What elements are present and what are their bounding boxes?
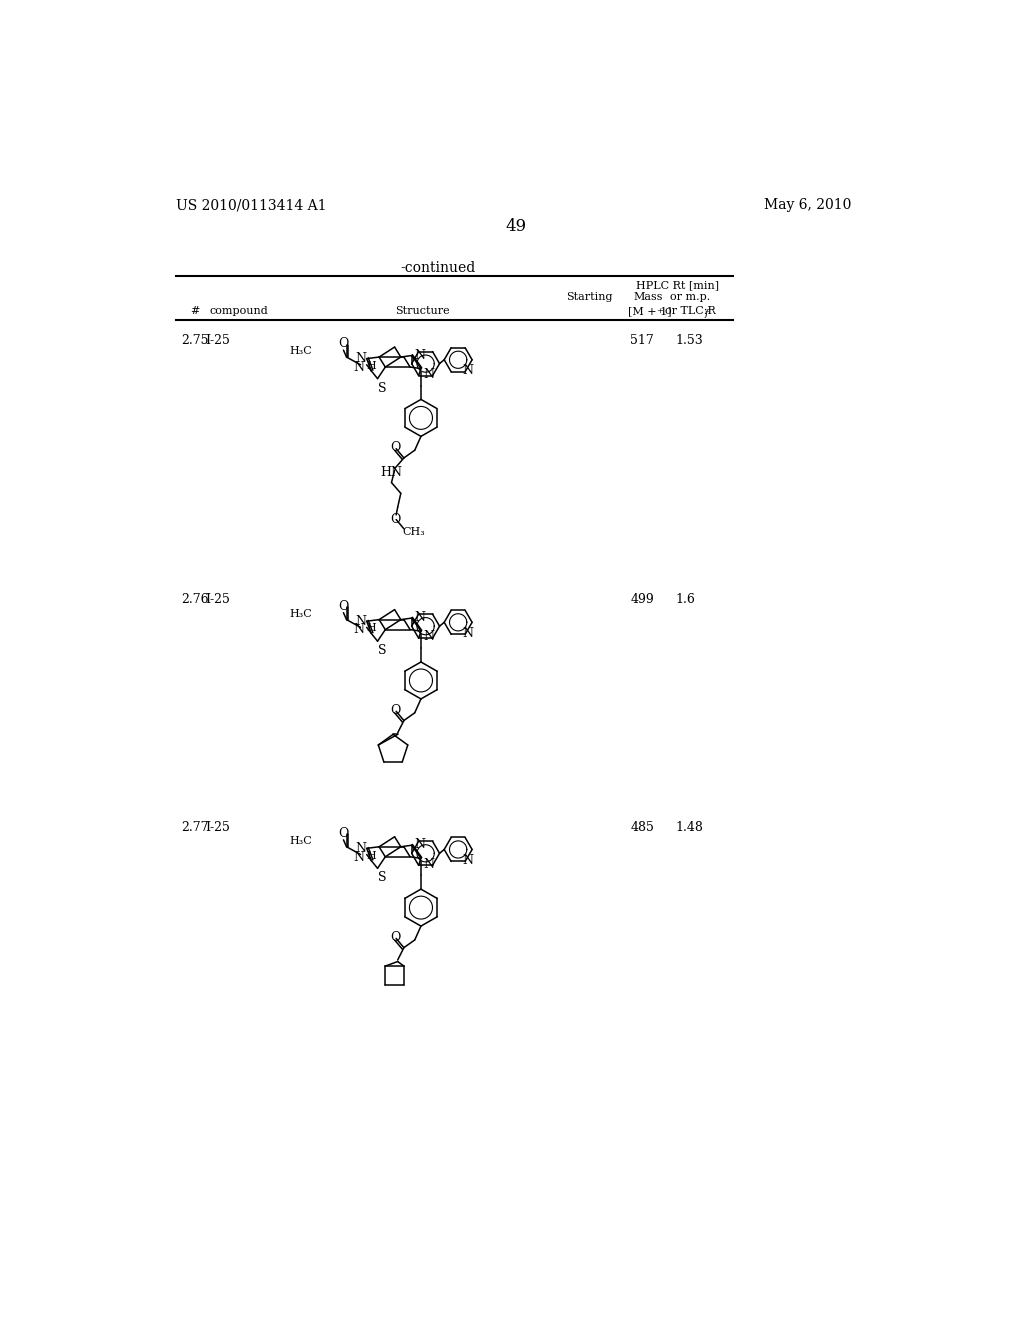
Text: N: N (462, 627, 473, 640)
Text: O: O (338, 337, 348, 350)
Text: 1.48: 1.48 (675, 821, 703, 834)
Text: N: N (353, 360, 365, 374)
Text: O: O (338, 599, 348, 612)
Text: N: N (355, 615, 366, 628)
Text: N: N (414, 838, 425, 851)
Text: N: N (414, 611, 425, 624)
Text: or TLC:R: or TLC:R (665, 306, 716, 317)
Text: I-25: I-25 (206, 594, 230, 606)
Text: May 6, 2010: May 6, 2010 (764, 198, 851, 213)
Text: O: O (338, 826, 348, 840)
Text: N: N (423, 858, 434, 871)
Text: H₃C: H₃C (290, 609, 312, 619)
Text: I-25: I-25 (206, 821, 230, 834)
Text: N: N (423, 368, 434, 381)
Text: 2.75: 2.75 (180, 334, 208, 347)
Text: H: H (366, 360, 376, 371)
Text: N: N (355, 352, 366, 366)
Text: 1.53: 1.53 (675, 334, 702, 347)
Text: 517: 517 (630, 334, 654, 347)
Text: H: H (366, 850, 376, 861)
Text: H₃C: H₃C (290, 346, 312, 356)
Text: 499: 499 (630, 594, 654, 606)
Text: N: N (423, 631, 434, 643)
Text: HN: HN (381, 466, 402, 479)
Text: US 2010/0113414 A1: US 2010/0113414 A1 (176, 198, 327, 213)
Text: N: N (414, 348, 425, 362)
Text: H: H (366, 623, 376, 634)
Text: 1.6: 1.6 (675, 594, 695, 606)
Text: +: + (656, 308, 664, 315)
Text: HPLC Rt [min]: HPLC Rt [min] (636, 280, 719, 290)
Text: Structure: Structure (395, 306, 450, 317)
Text: 2.76: 2.76 (180, 594, 208, 606)
Text: H₃C: H₃C (290, 836, 312, 846)
Text: -continued: -continued (400, 261, 475, 275)
Text: Mass: Mass (633, 292, 663, 301)
Text: S: S (378, 644, 387, 657)
Text: N: N (353, 850, 365, 863)
Text: I-25: I-25 (206, 334, 230, 347)
Text: S: S (378, 871, 387, 884)
Text: S: S (378, 381, 387, 395)
Text: CH₃: CH₃ (402, 527, 425, 537)
Text: O: O (390, 931, 400, 944)
Text: 2.77: 2.77 (180, 821, 208, 834)
Text: #: # (190, 306, 200, 317)
Text: N: N (462, 854, 473, 867)
Text: O: O (390, 441, 400, 454)
Text: 49: 49 (505, 218, 526, 235)
Text: 485: 485 (630, 821, 654, 834)
Text: N: N (353, 623, 365, 636)
Text: f: f (705, 309, 709, 318)
Text: compound: compound (209, 306, 268, 317)
Text: O: O (390, 704, 400, 717)
Text: O: O (390, 513, 400, 527)
Text: N: N (355, 842, 366, 855)
Text: N: N (462, 364, 473, 378)
Text: or m.p.: or m.p. (671, 292, 711, 301)
Text: Starting: Starting (566, 292, 612, 301)
Text: [M + 1]: [M + 1] (628, 306, 672, 317)
